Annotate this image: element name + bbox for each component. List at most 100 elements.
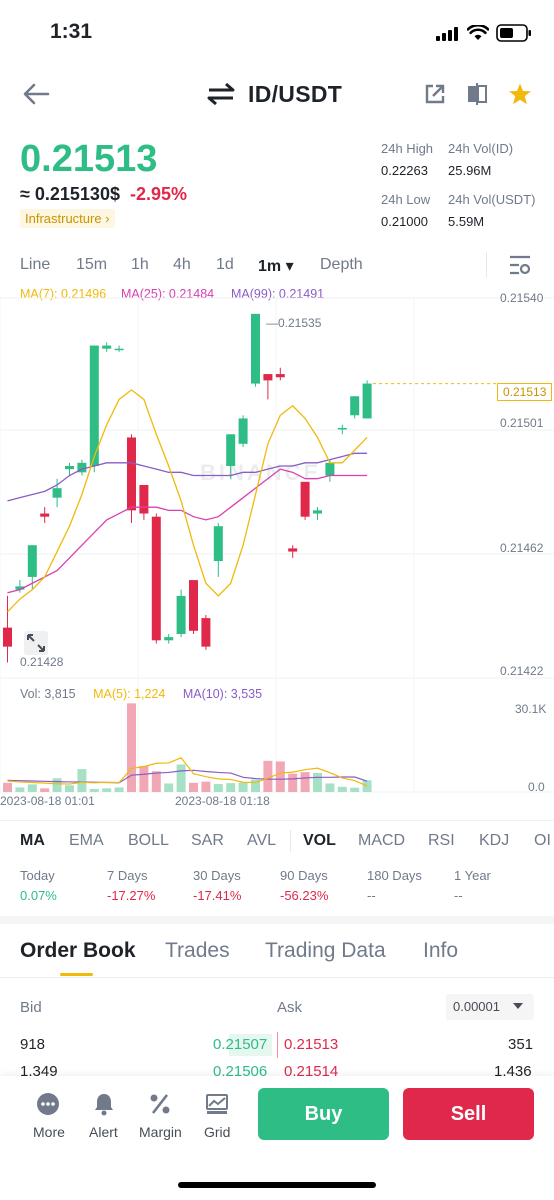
stat-high: 0.22263 <box>381 163 428 178</box>
tf-1h[interactable]: 1h <box>131 256 149 273</box>
candle-body <box>362 383 372 419</box>
ind-sar[interactable]: SAR <box>191 832 224 849</box>
status-time: 1:31 <box>50 20 93 43</box>
tf-line[interactable]: Line <box>20 256 51 273</box>
ind-rsi[interactable]: RSI <box>428 832 455 849</box>
volume-bar <box>189 782 198 792</box>
tab-order-book[interactable]: Order Book <box>20 939 136 962</box>
candle-body <box>27 545 37 577</box>
margin-icon[interactable] <box>149 1092 171 1116</box>
volume-bar <box>263 760 273 792</box>
perf-7d: -17.27% <box>107 888 156 903</box>
volume-bar <box>3 782 12 792</box>
category-tag[interactable]: Infrastructure › <box>20 209 115 228</box>
pair-title[interactable]: ID/USDT <box>248 81 343 107</box>
home-indicator <box>178 1182 376 1188</box>
volume-bar <box>362 780 372 792</box>
stat-vol-base-label: 24h Vol(ID) <box>448 141 514 156</box>
wifi-icon <box>466 23 490 41</box>
ind-ema[interactable]: EMA <box>69 832 104 849</box>
bid-qty-2[interactable]: 1,349 <box>20 1063 58 1080</box>
stat-low-label: 24h Low <box>381 192 431 207</box>
grid-label[interactable]: Grid <box>204 1124 231 1140</box>
tf-1d[interactable]: 1d <box>216 256 234 273</box>
candle-body <box>275 374 285 378</box>
tab-trading-data[interactable]: Trading Data <box>265 939 386 962</box>
ask-qty-2[interactable]: 1,436 <box>494 1063 532 1080</box>
volume-bar <box>151 771 161 792</box>
tf-15m[interactable]: 15m <box>76 256 108 273</box>
alert-bell-icon[interactable] <box>93 1092 115 1116</box>
grid-icon[interactable] <box>205 1092 229 1116</box>
volume-bar <box>139 766 149 792</box>
candle-body <box>176 595 186 634</box>
ind-avl[interactable]: AVL <box>247 832 277 849</box>
sell-button[interactable]: Sell <box>403 1088 534 1140</box>
bid-qty-1[interactable]: 918 <box>20 1036 46 1053</box>
ask-price-1[interactable]: 0.21513 <box>284 1036 339 1053</box>
tf-1m[interactable]: 1m ▾ <box>258 258 294 275</box>
candle-body <box>164 637 174 641</box>
stat-high-label: 24h High <box>381 141 434 156</box>
bid-price-2[interactable]: 0.21506 <box>213 1063 268 1080</box>
tabs-divider <box>0 977 554 978</box>
price-change: -2.95% <box>129 184 188 204</box>
alert-label[interactable]: Alert <box>89 1124 118 1140</box>
candle-body <box>288 548 298 552</box>
perf-180d: -- <box>367 888 376 903</box>
candle-body <box>300 481 310 517</box>
ind-macd[interactable]: MACD <box>358 832 406 849</box>
vol-ma10-legend: MA(10): 3,535 <box>182 687 263 701</box>
candlestick-chart[interactable]: BINANCE <box>0 0 554 800</box>
candle-body <box>201 618 211 647</box>
volume-bar <box>127 703 136 792</box>
favorite-star-icon[interactable] <box>508 82 532 106</box>
perf-30d: -17.41% <box>193 888 242 903</box>
more-icon[interactable] <box>36 1092 60 1116</box>
ind-vol[interactable]: VOL <box>303 832 336 849</box>
ask-header: Ask <box>277 999 303 1016</box>
swap-pair-icon[interactable] <box>207 82 235 106</box>
perf-today: 0.07% <box>20 888 57 903</box>
tab-trades[interactable]: Trades <box>165 939 230 962</box>
ma25-line <box>7 468 368 594</box>
ind-kdj[interactable]: KDJ <box>479 832 510 849</box>
candle-body <box>102 345 112 349</box>
tf-4h[interactable]: 4h <box>173 256 191 273</box>
ask-qty-1[interactable]: 351 <box>508 1036 534 1053</box>
precision-select[interactable]: 0.00001 <box>446 994 534 1020</box>
ask-price-2[interactable]: 0.21514 <box>284 1063 339 1080</box>
more-label[interactable]: More <box>33 1124 65 1140</box>
usd-price-row: ≈ 0.215130$ -2.95% <box>20 184 187 205</box>
tf-depth[interactable]: Depth <box>320 256 363 273</box>
vol-axis-top: 30.1K <box>515 702 547 716</box>
volume-bar <box>238 782 248 792</box>
bid-price-1[interactable]: 0.21507 <box>213 1036 268 1053</box>
volume-bar <box>325 783 335 792</box>
volume-bar <box>52 778 62 792</box>
candle-body <box>3 627 12 647</box>
perf-30d-label: 30 Days <box>193 868 241 883</box>
margin-label[interactable]: Margin <box>139 1124 182 1140</box>
ind-ma[interactable]: MA <box>20 832 45 849</box>
candle-body <box>114 348 124 351</box>
vol-axis-zero: 0.0 <box>528 780 545 794</box>
share-icon[interactable] <box>424 83 446 105</box>
vol-legend: Vol: 3,815 <box>20 687 76 701</box>
volume-bar <box>300 772 310 792</box>
low-marker: 0.21428 <box>20 655 64 669</box>
ind-oi[interactable]: OI <box>534 832 551 849</box>
tab-info[interactable]: Info <box>423 939 459 962</box>
volume-bar <box>176 764 186 792</box>
candle-body <box>313 510 322 514</box>
ind-boll[interactable]: BOLL <box>128 832 169 849</box>
battery-icon <box>496 24 532 42</box>
volume-legend: Vol: 3,815 MA(5): 1,224 MA(10): 3,535 <box>20 687 262 701</box>
compare-icon[interactable] <box>466 82 488 106</box>
chart-settings-icon[interactable] <box>508 254 532 276</box>
buy-button[interactable]: Buy <box>258 1088 389 1140</box>
precision-value: 0.00001 <box>453 999 500 1014</box>
price-axis-2: 0.21501 <box>500 416 544 430</box>
back-arrow-icon[interactable] <box>22 82 50 106</box>
expand-chart-icon[interactable] <box>24 631 48 655</box>
